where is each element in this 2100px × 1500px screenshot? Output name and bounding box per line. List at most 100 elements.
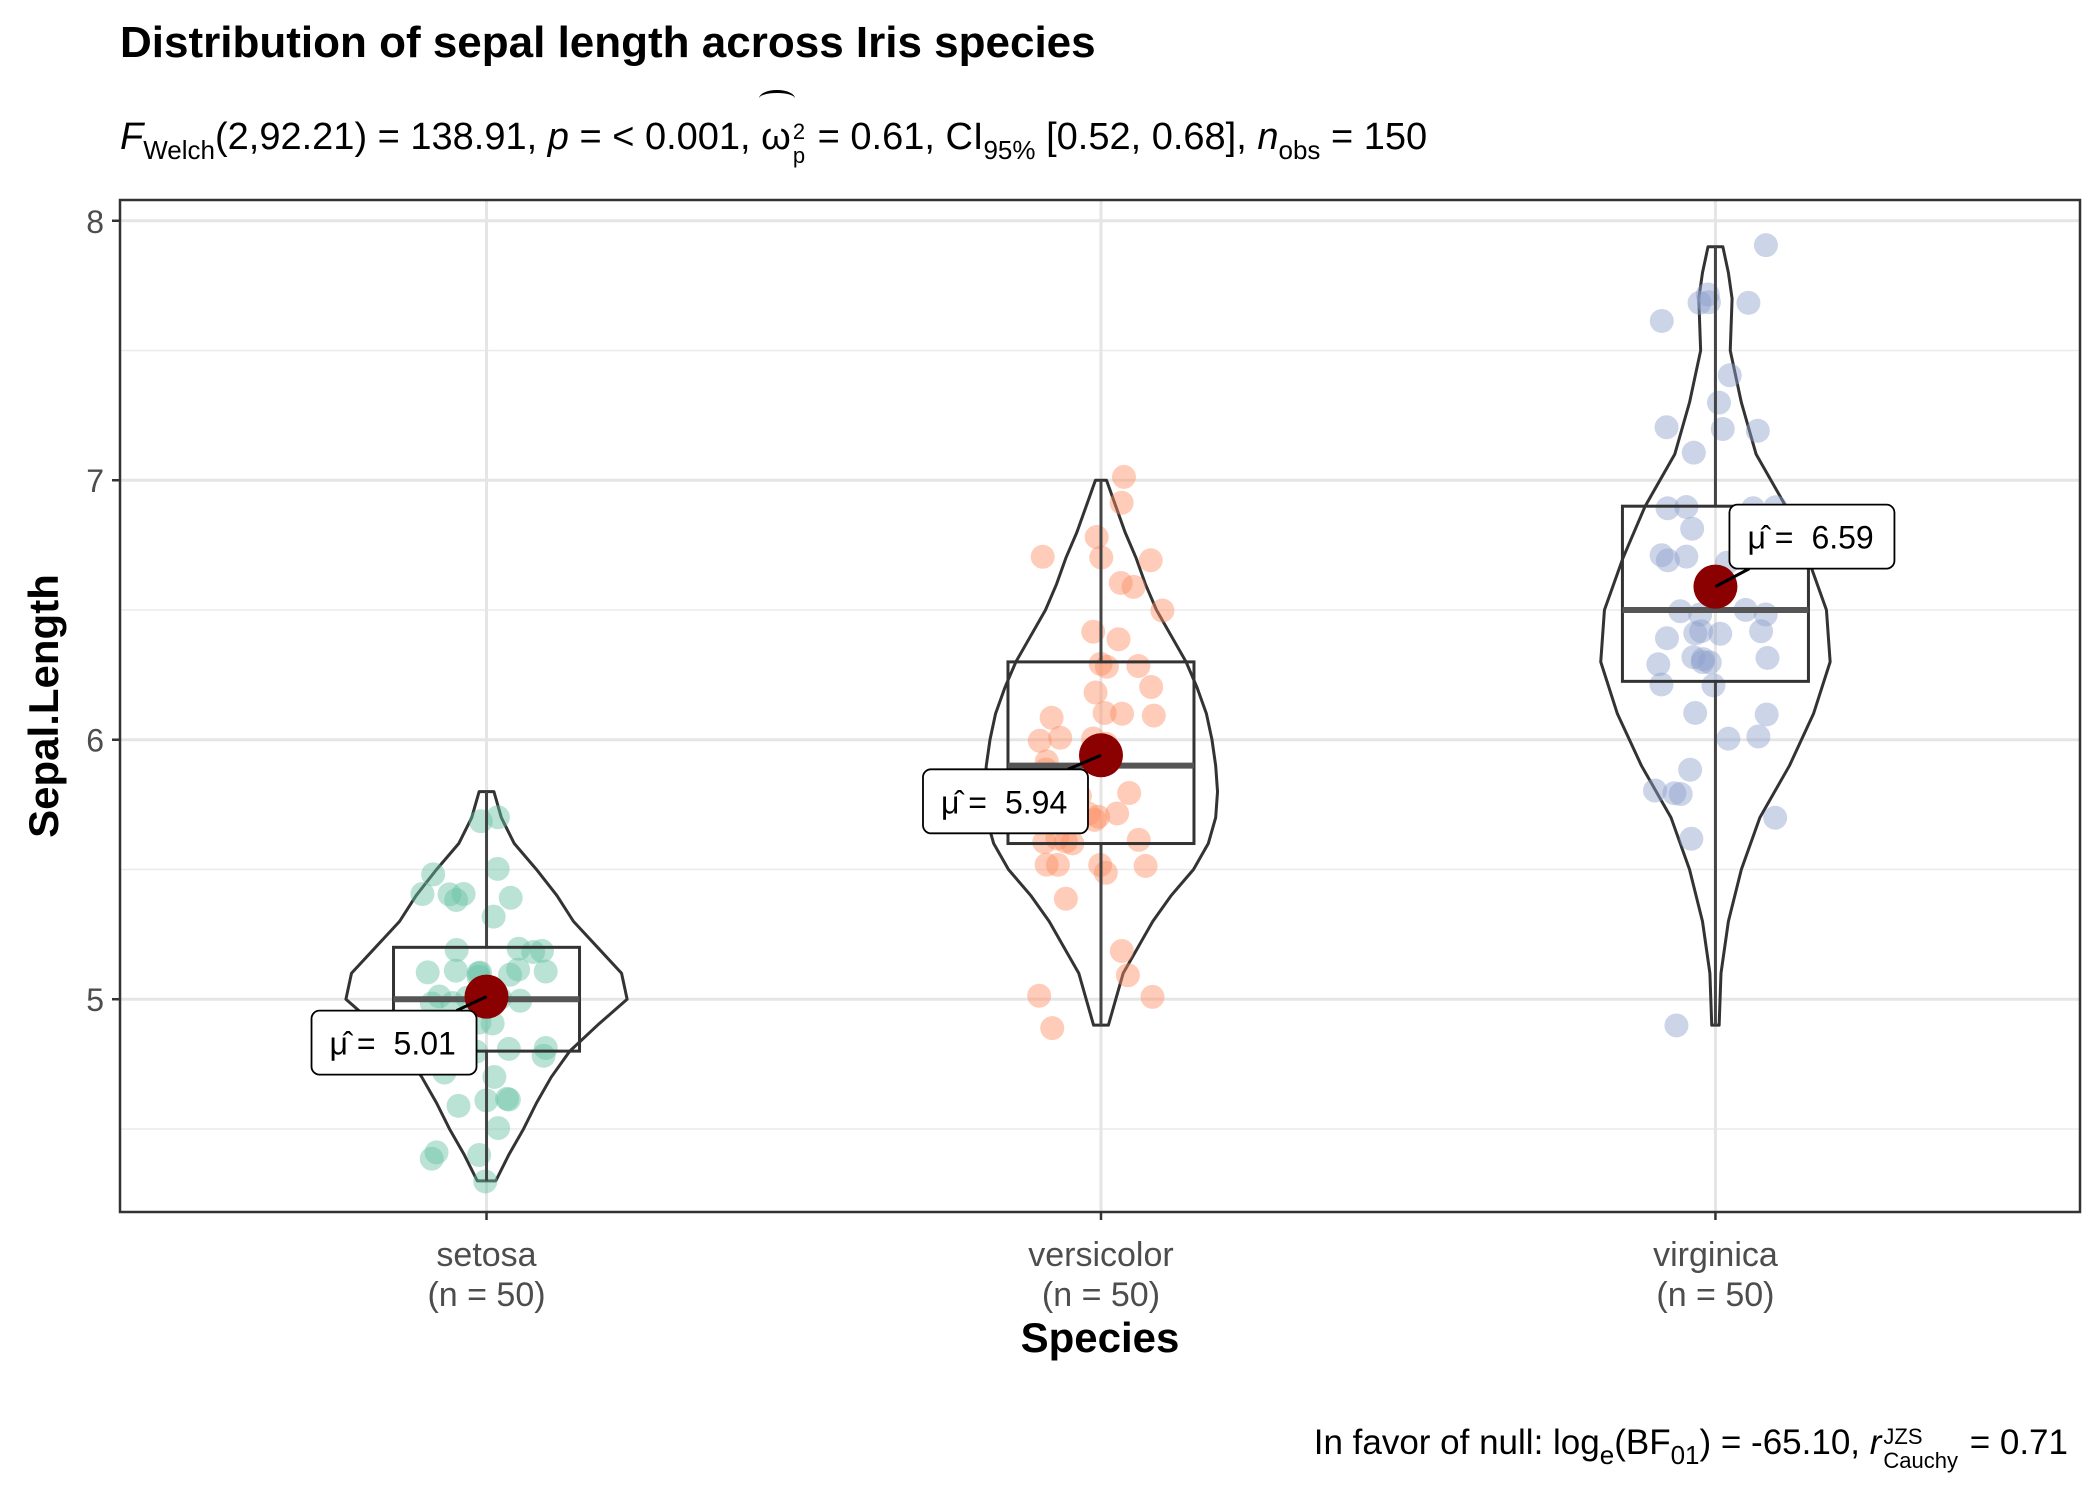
data-point-virginica (1706, 390, 1731, 415)
data-point-virginica (1679, 826, 1704, 851)
data-point-setosa (486, 1116, 511, 1141)
data-point-versicolor (1140, 984, 1165, 1009)
data-point-versicolor (1105, 801, 1130, 826)
data-point-virginica (1683, 700, 1708, 725)
data-point-versicolor (1084, 525, 1109, 550)
data-point-virginica (1681, 440, 1706, 465)
data-point-virginica (1697, 650, 1722, 675)
stat-value: (2,92.21) = 138.91, (215, 116, 548, 158)
data-point-versicolor (1133, 853, 1158, 878)
effect-value: = 0.61, CI (807, 116, 984, 158)
data-point-versicolor (1126, 654, 1151, 679)
data-point-versicolor (1150, 598, 1175, 623)
data-point-virginica (1749, 619, 1774, 644)
chart-title: Distribution of sepal length across Iris… (120, 18, 1096, 67)
data-point-versicolor (1040, 1016, 1065, 1041)
data-point-setosa (473, 1169, 498, 1194)
data-point-setosa (485, 805, 510, 830)
effect-superscript: 2 (792, 119, 806, 144)
data-point-versicolor (1094, 654, 1119, 679)
mean-label-symbol: μ̂ = (1747, 520, 1793, 556)
x-tick-label: versicolor (1028, 1236, 1173, 1274)
data-point-versicolor (1126, 827, 1151, 852)
mean-label-leader (1714, 567, 1751, 588)
p-value: = < 0.001, (568, 116, 762, 158)
data-point-setosa (419, 1146, 444, 1171)
mean-label-box (922, 768, 1089, 835)
box-virginica (1620, 504, 1810, 683)
n-value: = 150 (1320, 116, 1428, 158)
mean-label-symbol: μ̂ = (941, 784, 987, 820)
data-point-virginica (1643, 778, 1668, 803)
data-point-versicolor (1115, 963, 1140, 988)
data-point-versicolor (1027, 983, 1052, 1008)
data-point-virginica (1690, 649, 1715, 674)
data-point-virginica (1708, 621, 1733, 646)
data-point-versicolor (1106, 627, 1131, 652)
n-subscript: obs (1278, 135, 1321, 165)
y-tick-label: 5 (86, 982, 104, 1018)
data-point-versicolor (1053, 886, 1078, 911)
data-point-virginica (1678, 757, 1703, 782)
data-point-virginica (1687, 290, 1712, 315)
data-point-versicolor (1109, 490, 1134, 515)
p-symbol: p (547, 116, 569, 158)
y-tick-label: 8 (86, 204, 104, 240)
x-tick-count: (n = 50) (427, 1276, 545, 1314)
data-point-versicolor (1121, 574, 1146, 599)
data-point-setosa (451, 882, 476, 907)
data-point-versicolor (1088, 651, 1113, 676)
data-point-versicolor (1027, 728, 1052, 753)
x-tick-label: virginica (1653, 1236, 1778, 1274)
data-point-versicolor (1141, 703, 1166, 728)
caption-r-scripts: JZS Cauchy (1883, 1425, 1958, 1473)
data-point-virginica (1689, 619, 1714, 644)
data-point-versicolor (1034, 852, 1059, 877)
caption-prefix: In favor of null: log (1313, 1423, 1600, 1462)
stat-symbol: F (120, 116, 144, 158)
effect-symbol: ω (759, 90, 795, 162)
violin-virginica (1599, 245, 1832, 1027)
point-layer (410, 233, 1788, 1194)
data-point-setosa (415, 960, 440, 985)
data-point-virginica (1649, 543, 1674, 568)
data-point-versicolor (1086, 804, 1111, 829)
mean-label-symbol: μ̂ = (330, 1026, 376, 1062)
mean-label-leader (455, 995, 488, 1012)
data-point-virginica (1753, 233, 1778, 258)
data-point-versicolor (1138, 548, 1163, 573)
data-point-versicolor (1030, 544, 1055, 569)
data-point-setosa (530, 938, 555, 963)
data-point-setosa (533, 959, 558, 984)
data-point-virginica (1717, 363, 1742, 388)
box-versicolor (1006, 660, 1196, 846)
violin-versicolor (982, 478, 1220, 1027)
data-point-virginica (1683, 621, 1708, 646)
data-point-virginica (1668, 782, 1693, 807)
data-point-virginica (1681, 645, 1706, 670)
data-point-versicolor (1117, 781, 1142, 806)
mean-label-leader (1067, 753, 1102, 771)
mean-label-value: 5.94 (1005, 784, 1067, 820)
data-point-virginica (1755, 645, 1780, 670)
data-point-setosa (498, 885, 523, 910)
data-point-virginica (1664, 1013, 1689, 1038)
chart-subtitle: FWelch(2,92.21) = 138.91, p = < 0.001, ω… (120, 90, 1428, 175)
data-point-setosa (496, 1036, 521, 1061)
data-point-setosa (496, 1087, 521, 1112)
data-point-versicolor (1092, 701, 1117, 726)
data-point-versicolor (1053, 829, 1078, 854)
data-point-setosa (437, 882, 462, 907)
data-point-setosa (506, 957, 531, 982)
y-tick-label: 7 (86, 463, 104, 499)
data-point-virginica (1655, 496, 1680, 521)
data-point-setosa (410, 882, 435, 907)
caption-r-subscript: Cauchy (1883, 1448, 1958, 1473)
data-point-setosa (443, 958, 468, 983)
data-point-versicolor (1110, 701, 1135, 726)
data-point-setosa (424, 1140, 449, 1165)
mean-label-value: 6.59 (1811, 520, 1873, 556)
